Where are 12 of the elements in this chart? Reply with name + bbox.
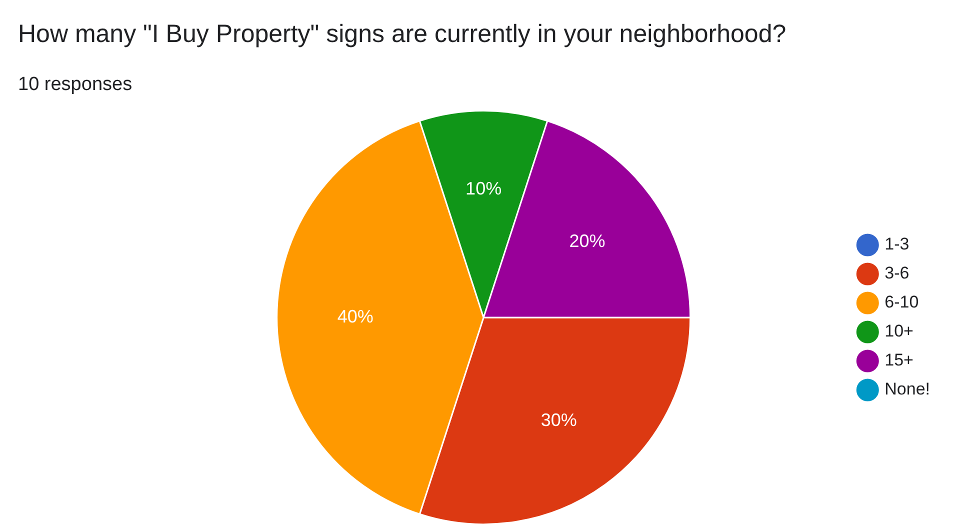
legend-label: 10+ [884, 322, 914, 341]
legend-label: 3-6 [884, 264, 910, 283]
data-label: 20% [569, 231, 606, 252]
legend-label: 1-3 [884, 234, 910, 254]
data-label: 30% [540, 410, 577, 430]
legend-label: 6-10 [884, 292, 919, 312]
chart-title: How many "I Buy Property" signs are currently in your neighborhood? [18, 20, 786, 49]
legend-label: None! [884, 380, 930, 399]
data-label: 40% [337, 306, 374, 326]
text: 10 responses [18, 74, 132, 96]
data-label: 10% [466, 178, 502, 198]
legend-label: 15+ [884, 350, 914, 370]
